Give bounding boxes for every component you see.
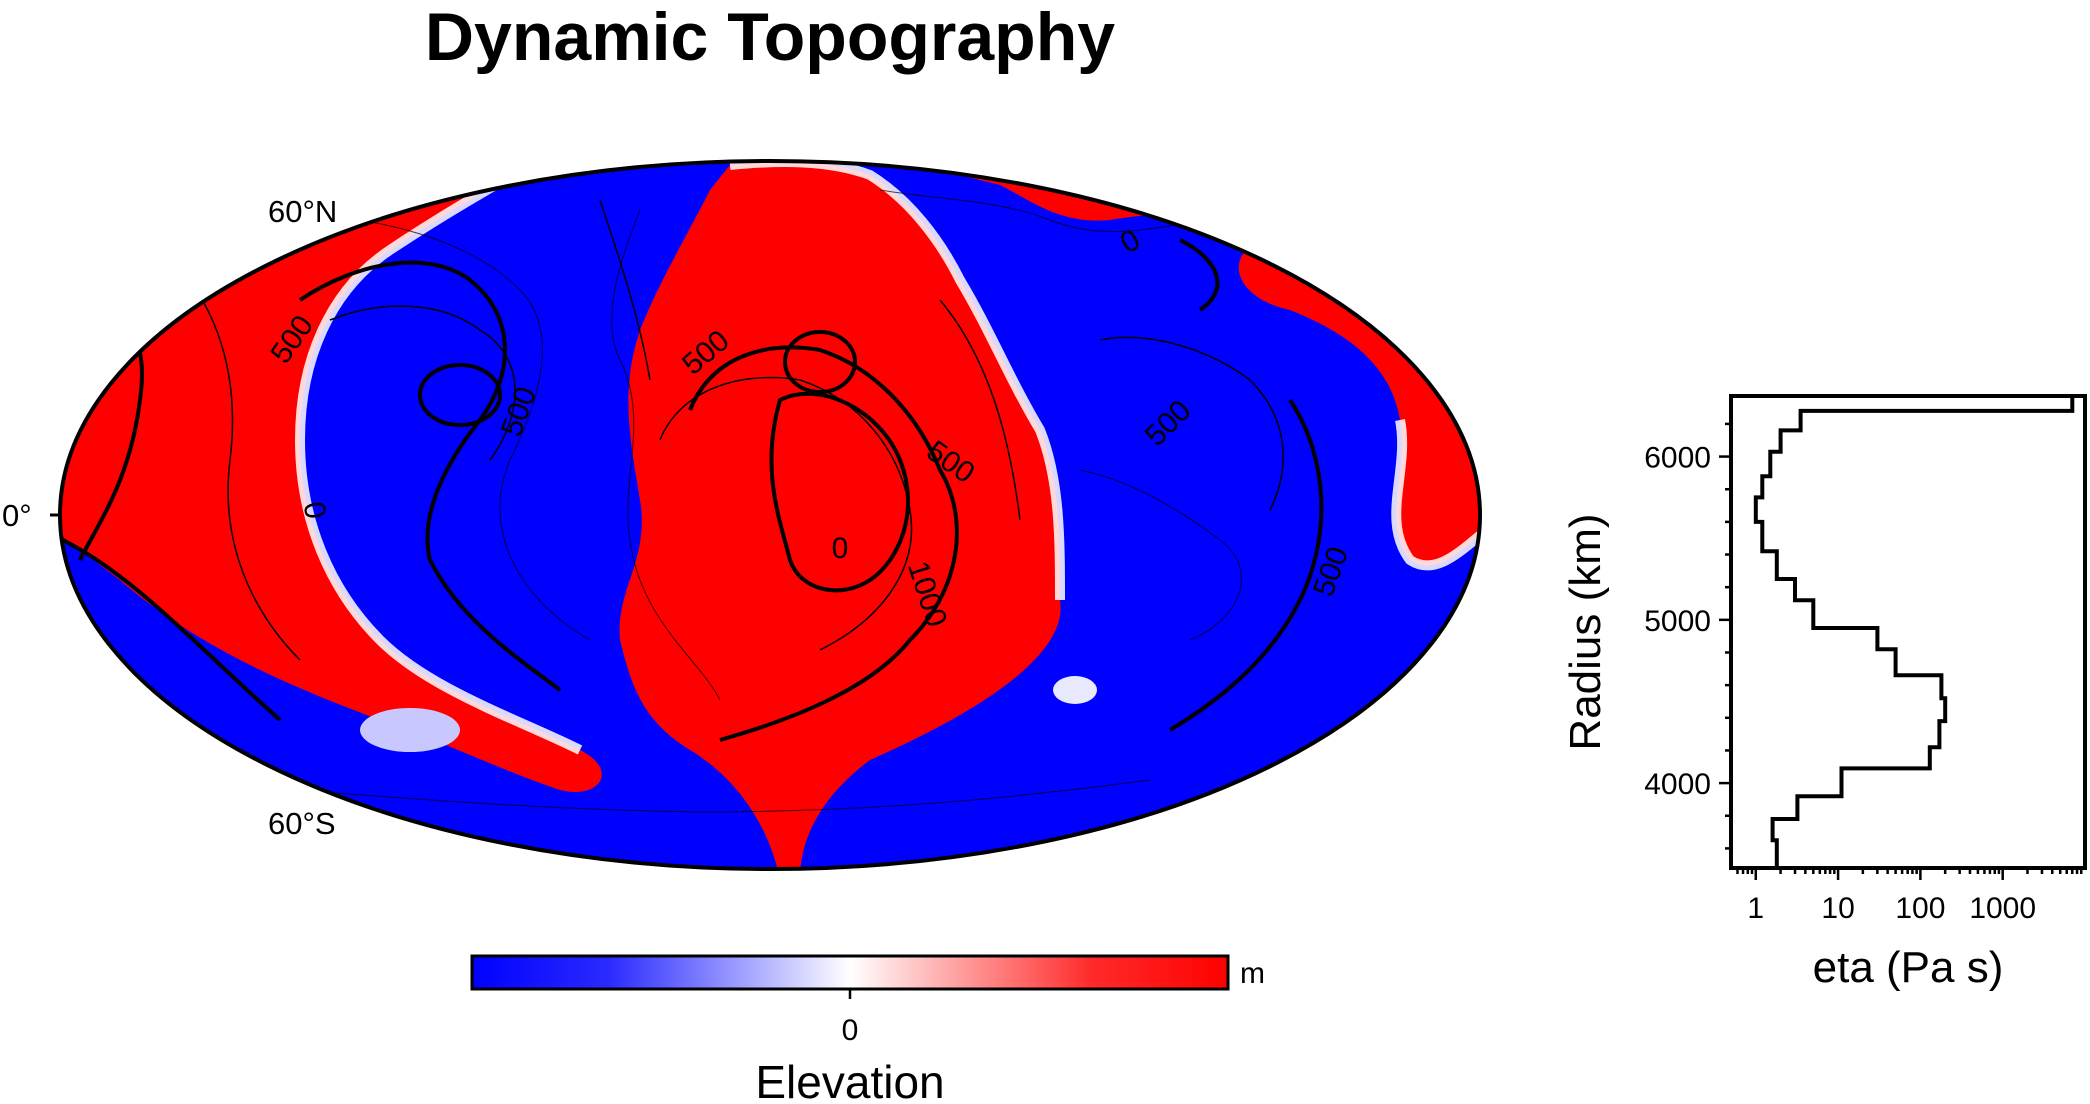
y-tick-label: 5000 [1644, 605, 1711, 638]
colorbar-gradient [470, 954, 1230, 991]
x-tick-label: 1000 [1969, 892, 2036, 925]
chart-title: Dynamic Topography [425, 0, 1115, 75]
x-tick-label: 100 [1895, 892, 1945, 925]
topography-map: 0 0 0 500 500 500 500 500 500 1000 60°N … [2, 159, 1482, 871]
colorbar: 0 m Elevation [470, 954, 1265, 1104]
y-tick-label: 4000 [1644, 768, 1711, 801]
contour-line [939, 299, 1021, 521]
latitude-label-60n: 60°N [268, 194, 337, 229]
contour-label: 0 [832, 532, 849, 565]
x-tick-label: 10 [1821, 892, 1854, 925]
positive-region-central [619, 162, 1061, 869]
contour-line [329, 305, 516, 461]
colorbar-tick-label: 0 [842, 1014, 859, 1047]
coastline [299, 779, 1151, 813]
coastline [359, 219, 591, 641]
contour-line [688, 345, 959, 742]
viscosity-profile-chart: 1 10 100 1000 4000 5000 6000 eta (Pa s) Radius… [1561, 394, 2087, 992]
latitude-label-60s: 60°S [268, 806, 336, 841]
contour-line [1099, 336, 1284, 511]
x-tick-label: 1 [1747, 892, 1764, 925]
contour-line [1168, 398, 1324, 732]
colorbar-unit: m [1240, 957, 1265, 990]
latitude-label-equator: 0° [2, 498, 32, 533]
contour-line [159, 249, 301, 661]
contour-line [659, 376, 913, 651]
y-tick-label: 6000 [1644, 442, 1711, 475]
contour-line [60, 528, 282, 722]
white-blob-south [360, 708, 460, 752]
profile-ylabel: Radius (km) [1561, 513, 1610, 750]
white-blob-southeast [1053, 676, 1097, 704]
viscosity-profile-line [1753, 396, 2075, 868]
contour-line [783, 330, 857, 394]
coastline [611, 209, 721, 701]
contour-line [599, 199, 651, 381]
contour-line [1179, 238, 1220, 312]
contour-line [418, 363, 502, 427]
profile-frame [1729, 394, 2087, 870]
contour-line [769, 391, 910, 593]
contour-label: 0 [297, 499, 332, 521]
profile-ticks: 1 10 100 1000 4000 5000 6000 [1644, 422, 2083, 925]
colorbar-label: Elevation [755, 1056, 944, 1104]
profile-xlabel: eta (Pa s) [1813, 943, 2004, 992]
coastline [879, 189, 1201, 232]
coastline [1079, 469, 1242, 641]
